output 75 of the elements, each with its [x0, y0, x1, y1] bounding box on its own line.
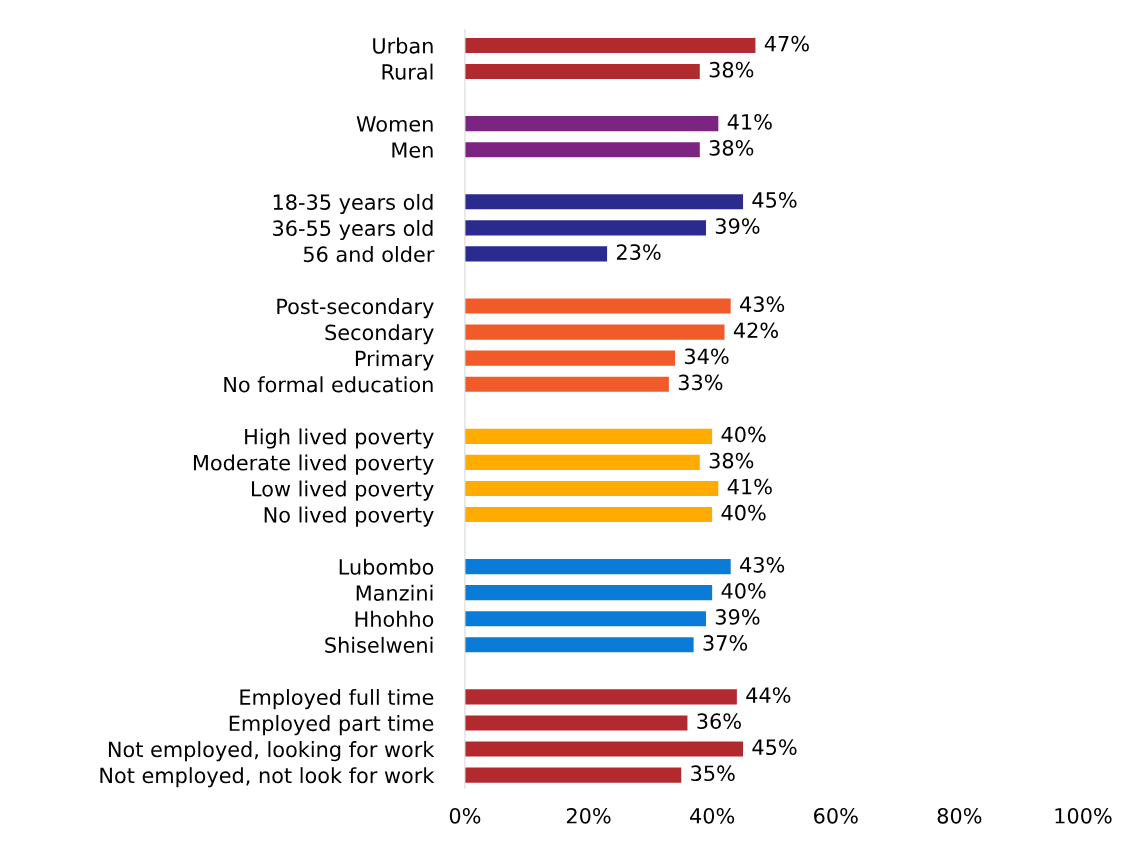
y-tick-label: High lived poverty — [245, 428, 434, 449]
data-label: 36% — [697, 713, 741, 729]
bar — [464, 324, 725, 340]
data-label: 40% — [721, 426, 766, 443]
x-tick-label: 20% — [566, 807, 611, 824]
bar — [464, 454, 700, 470]
y-tick-label: No lived poverty — [264, 506, 434, 527]
bar — [464, 246, 608, 262]
bar — [464, 559, 731, 575]
data-label: 45% — [752, 192, 797, 208]
x-tick-label: 100% — [1055, 807, 1112, 824]
data-label: 38% — [709, 452, 754, 469]
bar — [464, 194, 744, 210]
y-tick-label: Low lived poverty — [252, 480, 434, 501]
data-label: 23% — [616, 244, 661, 260]
y-tick-label: Employed part time — [229, 715, 434, 736]
x-tick-label: 40% — [690, 807, 735, 824]
bar — [464, 350, 676, 366]
data-label: 33% — [678, 374, 723, 391]
data-label: 45% — [752, 739, 797, 756]
data-label: 40% — [721, 582, 766, 599]
y-tick-label: Hhohho — [355, 610, 434, 627]
data-label: 44% — [746, 687, 791, 703]
bar — [464, 506, 713, 523]
bar — [464, 480, 719, 496]
bar — [464, 611, 706, 627]
y-tick-label: Men — [392, 142, 433, 158]
bar — [464, 767, 682, 783]
data-label: 37% — [703, 635, 748, 651]
bar — [464, 63, 700, 80]
y-tick-label: Not employed, not look for work — [100, 767, 435, 788]
y-tick-label: Moderate lived poverty — [193, 454, 434, 475]
y-tick-label: Rural — [382, 63, 433, 80]
data-label: 42% — [733, 322, 778, 339]
data-label: 38% — [709, 61, 754, 78]
x-tick-label: 60% — [814, 807, 858, 824]
data-label: 39% — [715, 218, 760, 234]
data-label: 43% — [740, 556, 785, 573]
bar — [464, 298, 731, 314]
x-tick-label: 0% — [449, 807, 481, 824]
bar — [464, 715, 688, 731]
x-tick-label: 80% — [937, 807, 982, 824]
data-label: 43% — [740, 296, 785, 313]
data-label: 47% — [764, 35, 809, 52]
data-label: 40% — [721, 504, 766, 521]
y-tick-label: No formal education — [224, 376, 433, 393]
y-tick-label: Manzini — [356, 584, 433, 601]
y-tick-label: 56 and older — [303, 246, 435, 263]
bar — [464, 220, 706, 236]
y-tick-label: Women — [356, 116, 433, 132]
y-tick-label: 36-55 years old — [273, 219, 433, 241]
y-tick-label: Secondary — [325, 324, 434, 345]
y-tick-label: Employed full time — [240, 688, 434, 710]
bar — [464, 689, 737, 705]
bar — [464, 428, 713, 444]
y-tick-label: Not employed, looking for work — [108, 741, 435, 762]
y-tick-label: Primary — [355, 350, 434, 371]
data-label: 41% — [727, 113, 772, 130]
y-tick-label: Post-secondary — [277, 298, 434, 319]
y-tick-label: 18-35 years old — [273, 193, 433, 215]
y-tick-label: Shiselweni — [325, 636, 433, 653]
data-label: 41% — [727, 478, 772, 495]
bar — [464, 376, 669, 392]
bar — [464, 37, 756, 54]
data-label: 35% — [691, 765, 735, 782]
y-tick-label: Urban — [373, 37, 433, 54]
bar — [464, 585, 713, 601]
bar — [464, 637, 694, 653]
data-label: 38% — [709, 139, 754, 156]
data-label: 39% — [715, 609, 760, 625]
data-label: 34% — [684, 348, 729, 365]
bar — [464, 116, 719, 132]
bar — [464, 142, 700, 158]
bar — [464, 741, 744, 757]
y-tick-label: Lubombo — [339, 558, 434, 575]
